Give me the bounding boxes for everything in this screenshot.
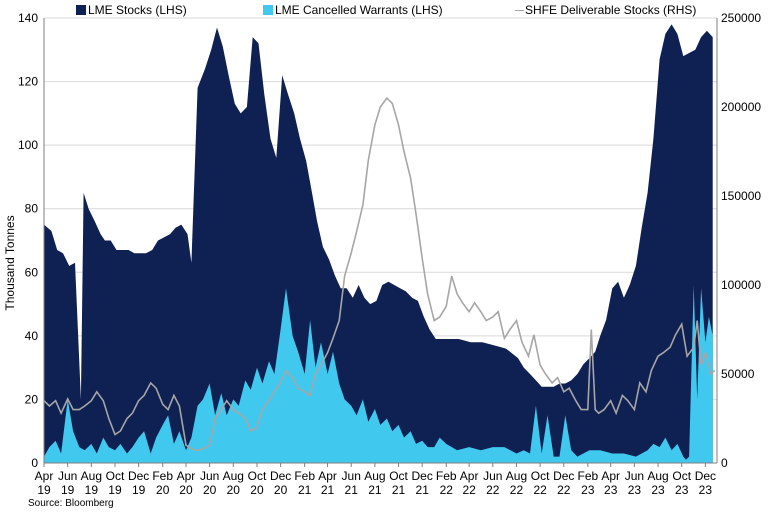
x-tick-label-year: 22: [486, 483, 500, 497]
source-note: Source: Bloomberg: [28, 498, 114, 509]
x-tick-label-month: Aug: [364, 469, 385, 483]
x-tick-label-year: 21: [321, 483, 335, 497]
y-tick-label: 100: [18, 138, 38, 152]
x-tick-label-year: 20: [250, 483, 264, 497]
x-tick-label-year: 19: [61, 483, 75, 497]
y-tick-label: 120: [18, 75, 38, 89]
x-tick-label-year: 20: [274, 483, 288, 497]
x-tick-label-month: Apr: [601, 469, 620, 483]
x-tick-label-year: 23: [675, 483, 689, 497]
x-tick-label-year: 21: [368, 483, 382, 497]
x-tick-label-month: Apr: [35, 469, 54, 483]
x-tick-label-month: Aug: [647, 469, 668, 483]
x-tick-label-year: 23: [651, 483, 665, 497]
x-tick-label-month: Oct: [672, 469, 691, 483]
x-tick-label-month: Jun: [342, 469, 361, 483]
x-tick-label-month: Dec: [553, 469, 574, 483]
x-tick-label-year: 23: [604, 483, 618, 497]
x-tick-label-month: Jun: [58, 469, 77, 483]
x-tick-labels: Apr19Jun19Aug19Oct19Dec19Feb20Apr20Jun20…: [35, 463, 716, 497]
y-tick-label: 60: [25, 265, 39, 279]
x-tick-label-year: 22: [557, 483, 571, 497]
legend-label: SHFE Deliverable Stocks (RHS): [525, 3, 696, 17]
y-tick-label: 40: [25, 329, 39, 343]
legend-label: LME Cancelled Warrants (LHS): [275, 3, 443, 17]
x-tick-label-year: 22: [440, 483, 454, 497]
series-area-0: [44, 24, 713, 463]
x-tick-label-year: 20: [156, 483, 170, 497]
legend-label: LME Stocks (LHS): [88, 3, 187, 17]
x-tick-label-month: Apr: [460, 469, 479, 483]
legend-swatch: [76, 5, 86, 15]
y2-tick-label: 200000: [721, 100, 761, 114]
y-tick-label: 0: [31, 456, 38, 470]
x-tick-label-month: Dec: [270, 469, 291, 483]
x-tick-label-year: 21: [392, 483, 406, 497]
x-tick-label-year: 22: [510, 483, 524, 497]
series-areas: [44, 24, 713, 463]
x-tick-label-year: 23: [581, 483, 595, 497]
x-tick-label-year: 20: [203, 483, 217, 497]
legend: LME Stocks (LHS) LME Cancelled Warrants …: [0, 3, 770, 19]
x-tick-label-month: Dec: [412, 469, 433, 483]
x-tick-label-year: 20: [227, 483, 241, 497]
x-tick-label-year: 21: [345, 483, 359, 497]
y-tick-label: 20: [25, 392, 39, 406]
x-tick-label-month: Feb: [436, 469, 457, 483]
x-tick-label-month: Apr: [177, 469, 196, 483]
x-tick-label-month: Oct: [106, 469, 125, 483]
x-tick-label-month: Apr: [318, 469, 337, 483]
legend-item-lme-stocks: LME Stocks (LHS): [76, 3, 187, 17]
x-tick-label-month: Aug: [81, 469, 102, 483]
legend-swatch: [263, 5, 273, 15]
x-tick-label-month: Jun: [200, 469, 219, 483]
x-tick-label-month: Oct: [531, 469, 550, 483]
y2-tick-label: 50000: [721, 367, 755, 381]
y2-tick-label: 0: [721, 456, 728, 470]
legend-item-shfe-deliverable-stocks: SHFE Deliverable Stocks (RHS): [515, 3, 696, 17]
x-tick-label-month: Feb: [294, 469, 315, 483]
legend-item-lme-cancelled-warrants: LME Cancelled Warrants (LHS): [263, 3, 443, 17]
x-tick-label-year: 23: [699, 483, 713, 497]
x-tick-label-year: 22: [533, 483, 547, 497]
x-tick-label-month: Aug: [506, 469, 527, 483]
x-tick-label-year: 23: [628, 483, 642, 497]
x-tick-label-year: 19: [132, 483, 146, 497]
y-tick-label: 80: [25, 202, 39, 216]
y2-tick-label: 150000: [721, 189, 761, 203]
x-tick-label-year: 19: [37, 483, 51, 497]
y-axis-label: Thousand Tonnes: [3, 215, 17, 310]
x-tick-label-month: Jun: [483, 469, 502, 483]
legend-swatch: [515, 10, 524, 11]
x-tick-label-month: Oct: [389, 469, 408, 483]
x-tick-label-month: Jun: [625, 469, 644, 483]
x-tick-label-year: 21: [416, 483, 430, 497]
x-tick-label-year: 20: [179, 483, 193, 497]
x-tick-label-year: 19: [85, 483, 99, 497]
x-tick-label-year: 22: [462, 483, 476, 497]
x-tick-label-month: Oct: [248, 469, 267, 483]
x-tick-label-month: Feb: [152, 469, 173, 483]
x-tick-label-month: Aug: [223, 469, 244, 483]
x-tick-label-month: Feb: [577, 469, 598, 483]
x-tick-label-year: 21: [298, 483, 312, 497]
x-tick-label-month: Dec: [695, 469, 716, 483]
y2-tick-label: 100000: [721, 278, 761, 292]
x-tick-label-year: 19: [108, 483, 122, 497]
x-tick-label-month: Dec: [128, 469, 149, 483]
